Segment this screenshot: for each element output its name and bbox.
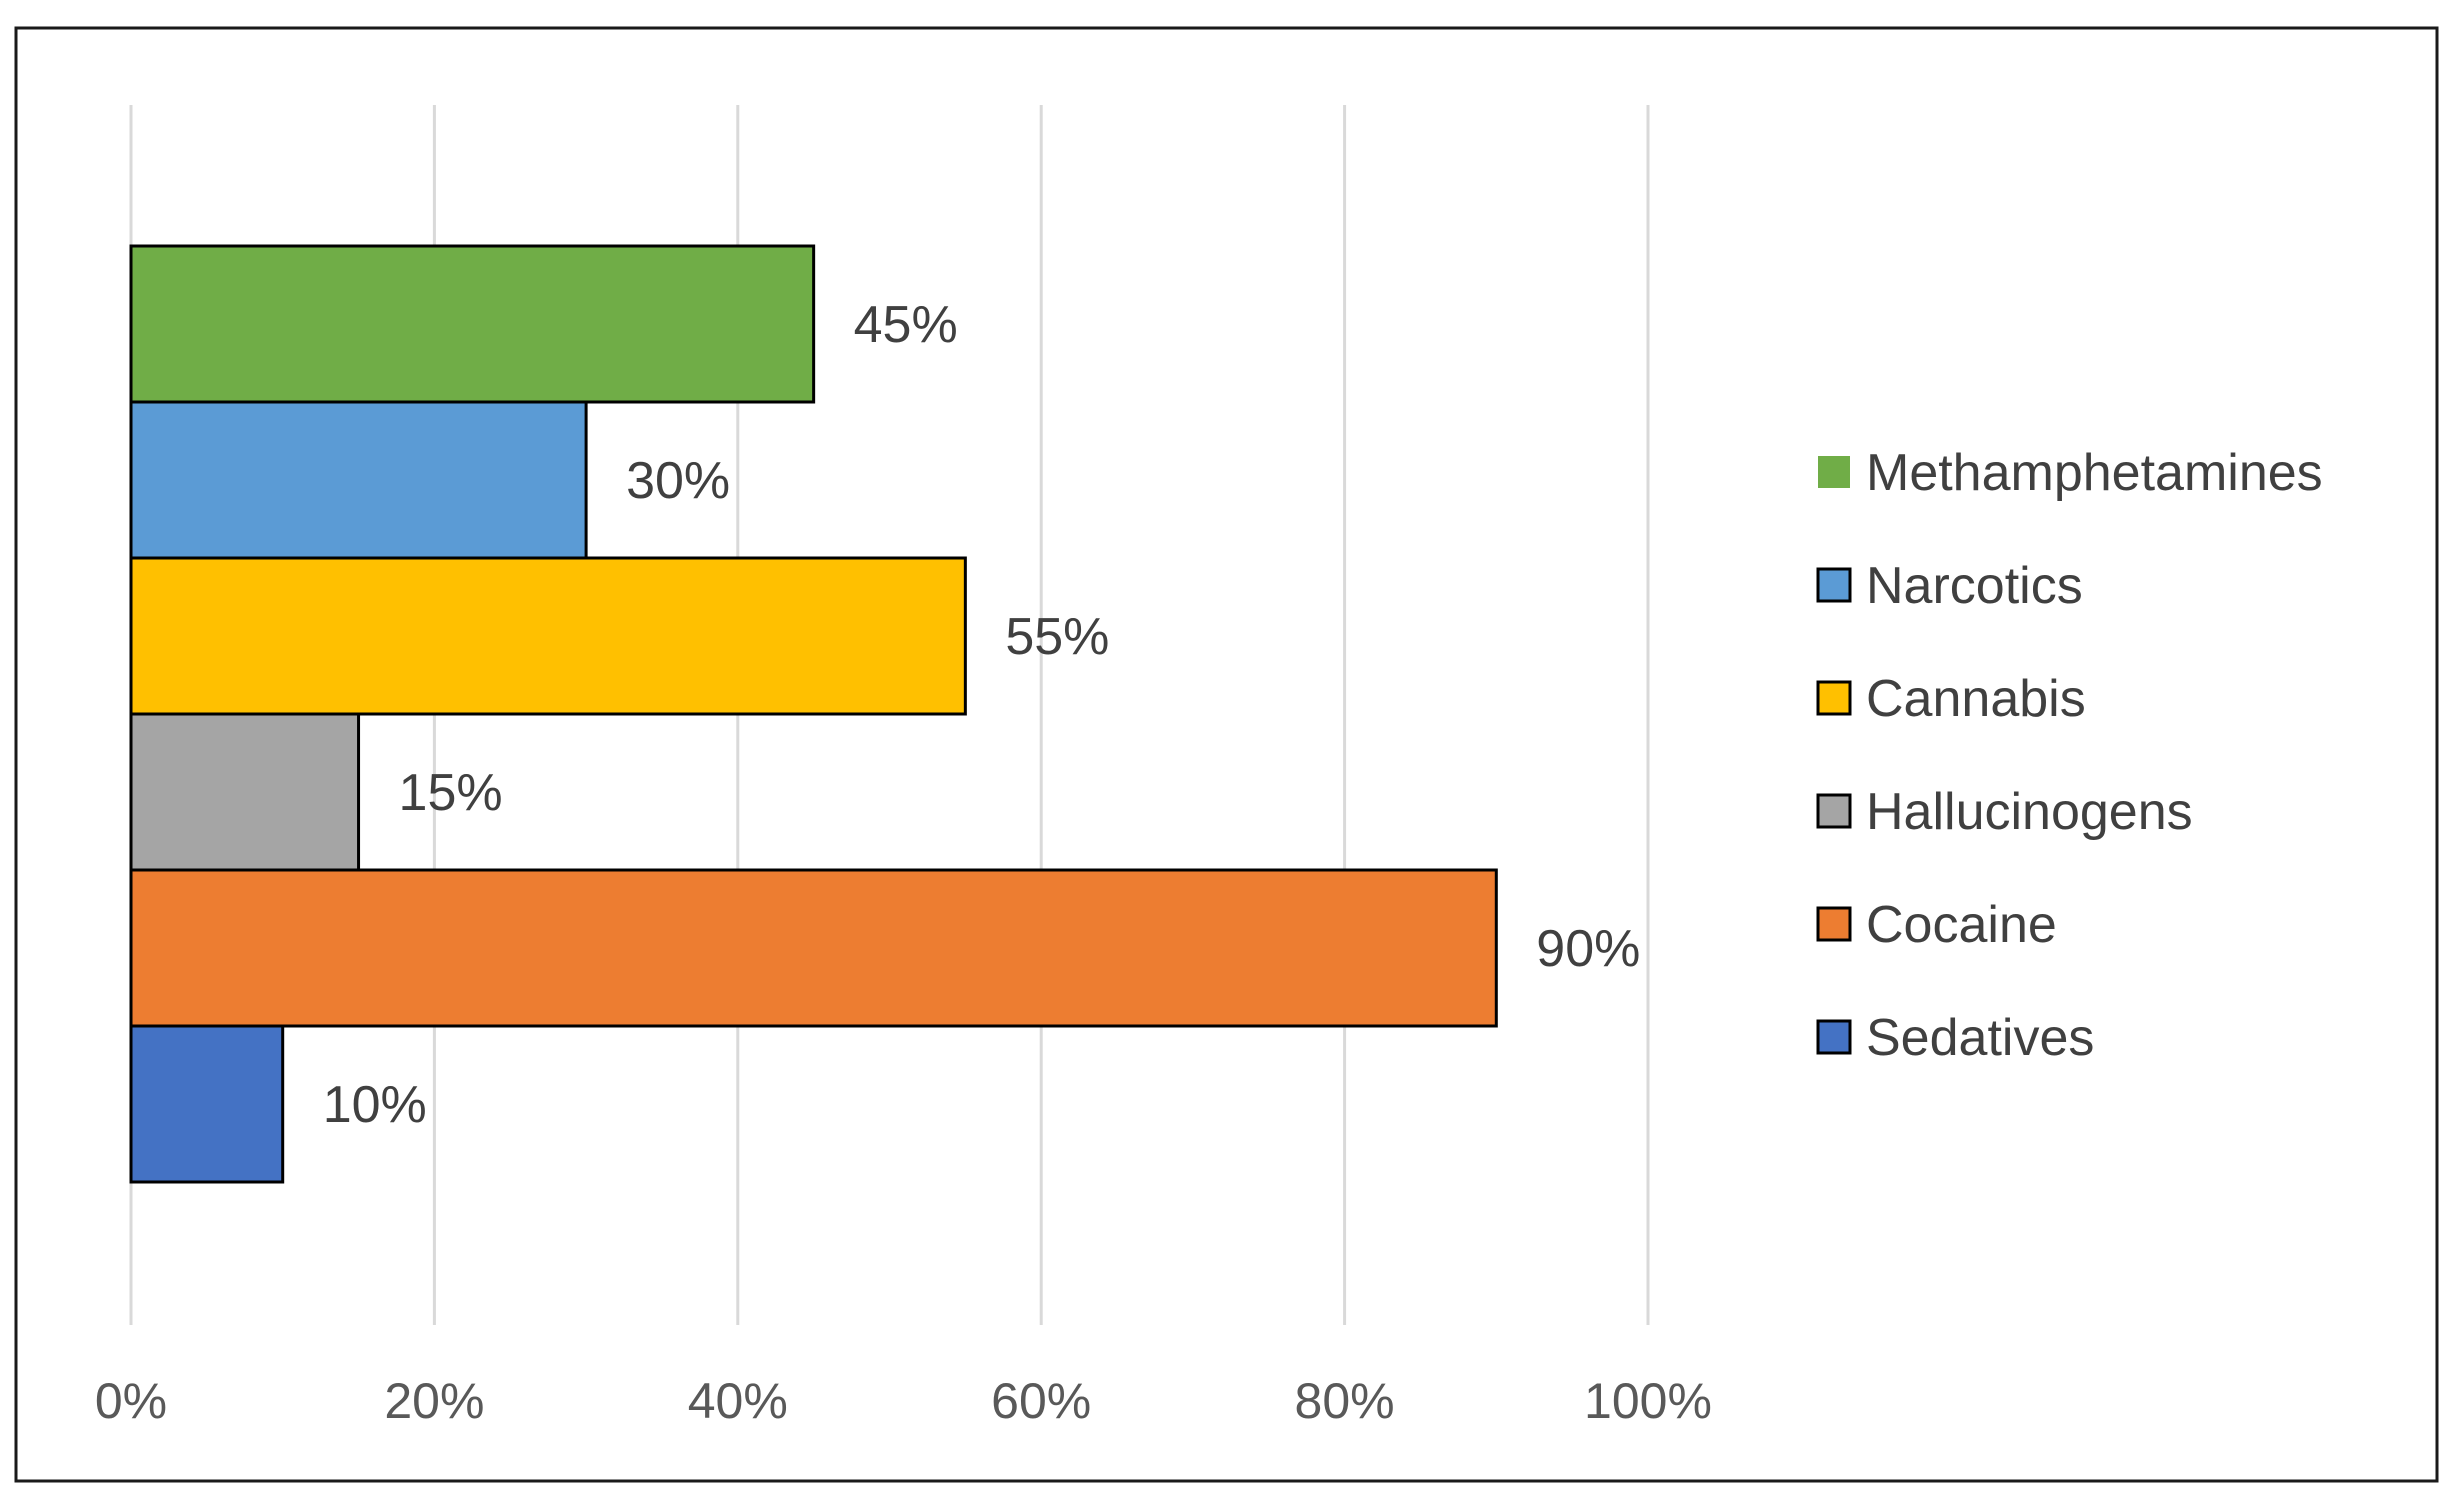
x-tick-label: 80% [1295, 1373, 1395, 1429]
legend-swatch [1816, 793, 1852, 829]
x-tick-label: 40% [688, 1373, 788, 1429]
x-axis-ticks: 0% 20% 40% 60% 80% 100% [95, 1373, 1712, 1429]
legend: Methamphetamines Narcotics Cannabis Halluci… [1816, 444, 2323, 1067]
x-tick-label: 60% [991, 1373, 1091, 1429]
x-tick-label: 100% [1584, 1373, 1712, 1429]
legend-swatch [1816, 906, 1852, 942]
data-label: 15% [399, 764, 503, 822]
legend-label: Narcotics [1866, 557, 2083, 615]
bar [129, 556, 967, 716]
legend-swatch [1816, 680, 1852, 716]
data-label: 90% [1536, 920, 1640, 978]
legend-swatch [1816, 567, 1852, 603]
bar [129, 244, 816, 404]
legend-label: Methamphetamines [1866, 444, 2323, 502]
data-label: 55% [1005, 608, 1109, 666]
data-label: 45% [854, 296, 958, 354]
legend-swatch [1818, 456, 1850, 488]
data-labels: 45% 30% 55% 15% 90% 10% [323, 296, 1641, 1134]
data-label: 10% [323, 1076, 427, 1134]
legend-label: Cocaine [1866, 896, 2057, 954]
bar [129, 712, 361, 872]
legend-label: Hallucinogens [1866, 783, 2193, 841]
bar [129, 400, 588, 560]
x-tick-label: 0% [95, 1373, 167, 1429]
data-label: 30% [626, 452, 730, 510]
x-tick-label: 20% [384, 1373, 484, 1429]
bars [129, 244, 1498, 1184]
bar [129, 868, 1498, 1028]
bar [129, 1024, 285, 1184]
legend-swatch [1816, 1019, 1852, 1055]
legend-label: Sedatives [1866, 1009, 2094, 1067]
legend-label: Cannabis [1866, 670, 2086, 728]
